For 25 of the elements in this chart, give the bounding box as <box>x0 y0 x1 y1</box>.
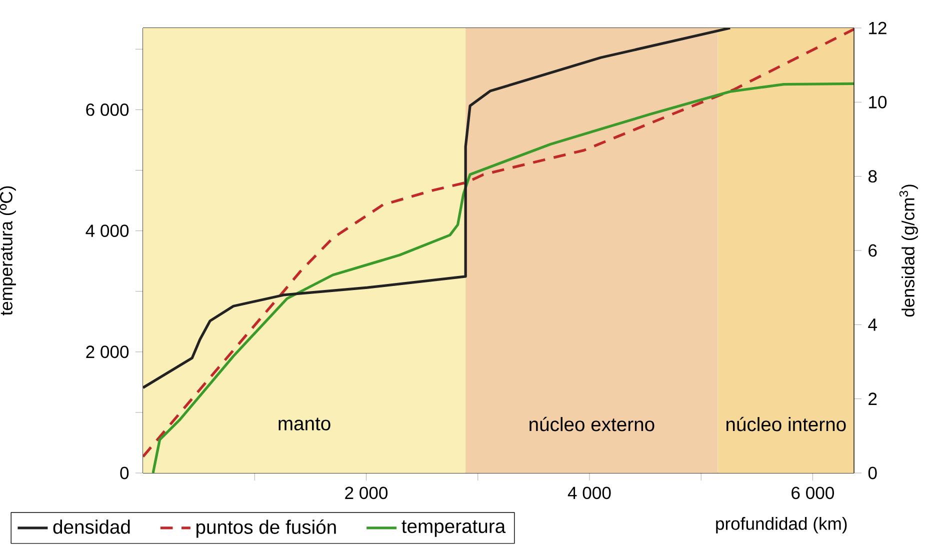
x-axis-title: profundidad (km) <box>716 517 847 534</box>
y-tick-label: 6 000 <box>86 104 129 116</box>
y2-tick-label: 10 <box>869 96 887 108</box>
y2-tick-label: 0 <box>868 466 877 480</box>
x-tick-label: 6 000 <box>792 486 834 500</box>
band-label: núcleo interno <box>726 416 846 432</box>
y-tick-label: 0 <box>120 466 129 480</box>
legend-label: densidad <box>53 520 130 534</box>
y2-tick-label: 4 <box>868 318 877 331</box>
y2-tick-label: 6 <box>868 244 877 257</box>
x-tick-label: 4 000 <box>568 486 611 500</box>
y-axis-title: temperatura (ºC) <box>0 186 16 316</box>
band-label: núcleo externo <box>530 416 654 432</box>
line-series <box>152 82 854 473</box>
line-series <box>143 28 732 390</box>
y-tick-label: 4 000 <box>86 224 129 238</box>
legend-label: puntos de fusión <box>196 520 336 538</box>
legend-label: temperatura <box>402 520 506 537</box>
y-tick-label: 2 000 <box>86 346 129 358</box>
x-tick-label: 2 000 <box>345 486 388 500</box>
y2-tick-label: 8 <box>868 170 877 183</box>
y2-tick-label: 2 <box>868 392 877 405</box>
y2-tick-label: 12 <box>869 22 886 34</box>
band-label: manto <box>278 418 330 430</box>
y2-axis-title: densidad (g/cm$^{3}$) <box>899 184 918 317</box>
